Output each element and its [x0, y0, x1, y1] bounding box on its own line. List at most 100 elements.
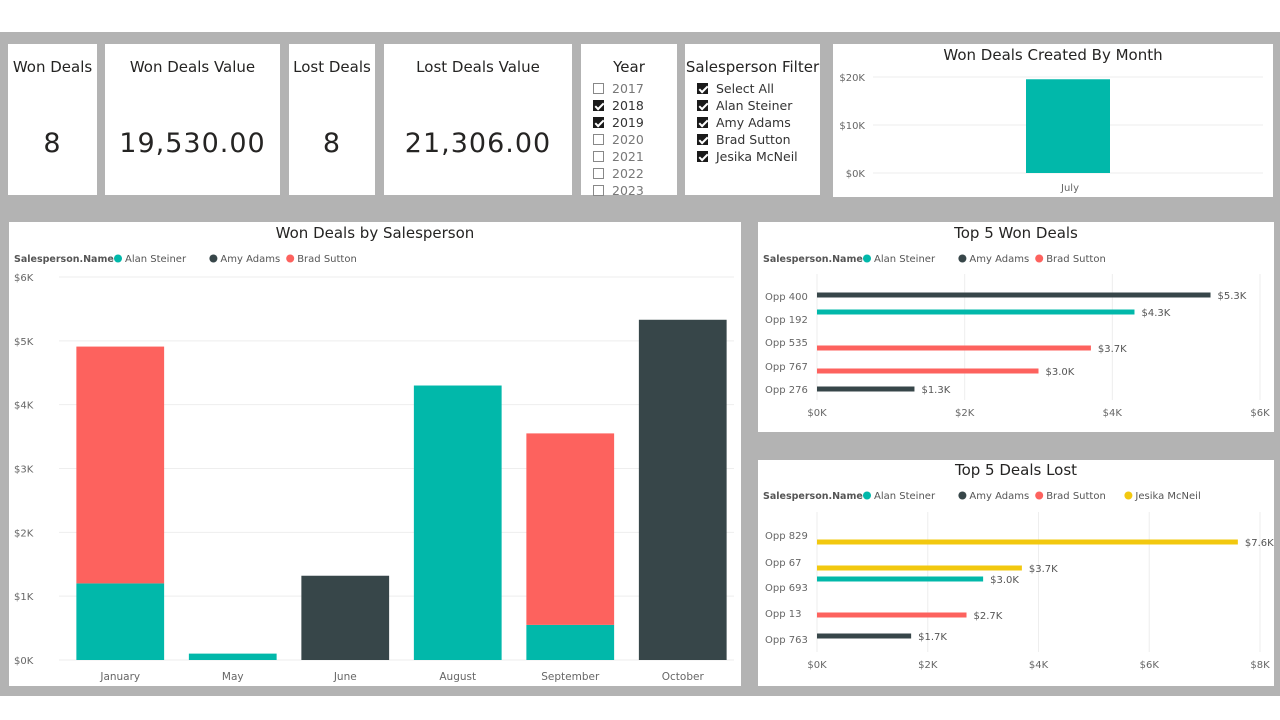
checkbox-checked-icon[interactable] — [697, 117, 708, 128]
kpi-card-lost-deals[interactable]: Lost Deals 8 — [289, 44, 375, 195]
bar-august-alan-steiner — [413, 385, 502, 660]
legend-label: Amy Adams — [969, 491, 1029, 502]
kpi-title: Lost Deals Value — [416, 58, 540, 76]
slicer-item-alan-steiner[interactable]: Alan Steiner — [697, 97, 820, 114]
data-label: $2.7K — [974, 611, 1003, 622]
slicer-item-label: Alan Steiner — [716, 98, 793, 113]
checkbox-checked-icon[interactable] — [697, 134, 708, 145]
legend-label: Brad Sutton — [1046, 254, 1106, 265]
bar-opp-535 — [817, 345, 1091, 351]
legend-title: Salesperson.Name — [14, 254, 114, 265]
data-label: $5.3K — [1218, 291, 1247, 302]
y-tick-label: Opp 535 — [765, 338, 808, 349]
slicer-item-2018[interactable]: 2018 — [593, 97, 677, 114]
legend-marker-alan-steiner — [863, 491, 871, 500]
slicer-item-label: Amy Adams — [716, 115, 791, 130]
bar-may-alan-steiner — [188, 653, 277, 660]
x-tick-label: August — [439, 671, 476, 683]
y-tick-label: Opp 693 — [765, 583, 808, 594]
slicer-item-2019[interactable]: 2019 — [593, 114, 677, 131]
kpi-title: Lost Deals — [293, 58, 371, 76]
legend-marker-alan-steiner — [863, 254, 871, 263]
x-tick-label: $6K — [1250, 408, 1270, 419]
salesperson-slicer: Salesperson Filter Select All Alan Steine… — [685, 44, 820, 195]
x-tick-label: $6K — [1140, 660, 1160, 671]
checkbox-unchecked-icon[interactable] — [593, 134, 604, 145]
slicer-item-jesika-mcneil[interactable]: Jesika McNeil — [697, 148, 820, 165]
data-label: $4.3K — [1141, 308, 1170, 319]
kpi-value: 8 — [322, 128, 342, 159]
checkbox-checked-icon[interactable] — [593, 117, 604, 128]
bar-june-amy-adams — [301, 575, 390, 660]
kpi-card-won-deals-value[interactable]: Won Deals Value 19,530.00 — [105, 44, 280, 195]
checkbox-checked-icon[interactable] — [697, 100, 708, 111]
salesperson-slicer-title: Salesperson Filter — [685, 58, 820, 76]
legend-marker-alan-steiner — [114, 254, 122, 263]
x-tick-label: $8K — [1250, 660, 1270, 671]
y-tick-label: Opp 67 — [765, 558, 801, 569]
top-5-deals-lost-chart[interactable]: Top 5 Deals Lost Salesperson.Name Alan St… — [758, 460, 1274, 686]
x-tick-label: September — [541, 671, 600, 683]
top-5-deals-lost-plot: Salesperson.Name Alan Steiner Amy Adams Bra… — [763, 491, 1274, 671]
y-tick-label: Opp 13 — [765, 609, 801, 620]
y-tick-label: Opp 192 — [765, 315, 808, 326]
slicer-item-amy-adams[interactable]: Amy Adams — [697, 114, 820, 131]
checkbox-checked-icon[interactable] — [697, 83, 708, 94]
slicer-item-brad-sutton[interactable]: Brad Sutton — [697, 131, 820, 148]
kpi-card-won-deals[interactable]: Won Deals 8 — [8, 44, 97, 195]
checkbox-unchecked-icon[interactable] — [593, 151, 604, 162]
legend-marker-amy-adams — [958, 254, 967, 263]
legend-label: Amy Adams — [220, 254, 280, 265]
won-deals-by-salesperson-chart[interactable]: Won Deals by Salesperson Salesperson.Nam… — [9, 222, 741, 686]
checkbox-unchecked-icon[interactable] — [593, 185, 604, 196]
kpi-value: 8 — [43, 128, 62, 159]
year-slicer-list: 2017 2018 2019 2020 2021 2022 2023 — [593, 80, 677, 199]
slicer-item-2021[interactable]: 2021 — [593, 148, 677, 165]
y-tick-label: Opp 400 — [765, 292, 808, 303]
slicer-item-2023[interactable]: 2023 — [593, 182, 677, 199]
bar-opp-276 — [817, 386, 915, 392]
checkbox-unchecked-icon[interactable] — [593, 83, 604, 94]
checkbox-checked-icon[interactable] — [593, 100, 604, 111]
legend-title: Salesperson.Name — [763, 254, 863, 265]
checkbox-unchecked-icon[interactable] — [593, 168, 604, 179]
legend-label: Amy Adams — [969, 254, 1029, 265]
won-deals-by-month-chart[interactable]: Won Deals Created By Month $0K $10K $20K Ju… — [833, 44, 1273, 197]
bar-january-alan-steiner — [76, 583, 165, 660]
chart-title: Won Deals by Salesperson — [275, 224, 475, 242]
slicer-item-label: 2018 — [612, 98, 644, 113]
x-tick-label: $4K — [1103, 408, 1123, 419]
won-deals-by-salesperson-plot: Salesperson.Name Alan Steiner Amy Adams Bra… — [14, 254, 734, 683]
legend-label: Alan Steiner — [874, 491, 936, 502]
checkbox-checked-icon[interactable] — [697, 151, 708, 162]
y-tick-label: $3K — [14, 465, 34, 476]
y-tick-label: Opp 767 — [765, 362, 808, 373]
slicer-item-label: Jesika McNeil — [716, 149, 798, 164]
bar-opp-13 — [817, 612, 967, 618]
data-label: $3.0K — [1046, 367, 1075, 378]
slicer-item-2017[interactable]: 2017 — [593, 80, 677, 97]
slicer-item-select-all[interactable]: Select All — [697, 80, 820, 97]
data-label: $1.3K — [921, 385, 950, 396]
legend-marker-amy-adams — [958, 491, 967, 500]
x-tick-label: $4K — [1029, 660, 1049, 671]
y-tick-label: $2K — [14, 528, 34, 539]
x-tick-label: January — [99, 671, 140, 683]
chart-title: Top 5 Won Deals — [954, 224, 1078, 242]
bar-opp-767 — [817, 368, 1039, 374]
data-label: $3.7K — [1029, 564, 1058, 575]
legend-marker-brad-sutton — [1035, 254, 1044, 263]
data-label: $3.0K — [990, 575, 1019, 586]
x-tick-label: $0K — [807, 660, 827, 671]
kpi-card-lost-deals-value[interactable]: Lost Deals Value 21,306.00 — [384, 44, 572, 195]
top-5-won-deals-chart[interactable]: Top 5 Won Deals Salesperson.Name Alan Ste… — [758, 222, 1274, 432]
slicer-item-label: 2022 — [612, 166, 644, 181]
slicer-item-2020[interactable]: 2020 — [593, 131, 677, 148]
slicer-item-2022[interactable]: 2022 — [593, 165, 677, 182]
slicer-item-label: Brad Sutton — [716, 132, 791, 147]
legend-label: Alan Steiner — [874, 254, 936, 265]
bar-september-brad-sutton — [526, 433, 615, 625]
x-tick-label: $2K — [955, 408, 975, 419]
bar-september-alan-steiner — [526, 624, 615, 660]
bar-opp-829 — [817, 539, 1238, 545]
